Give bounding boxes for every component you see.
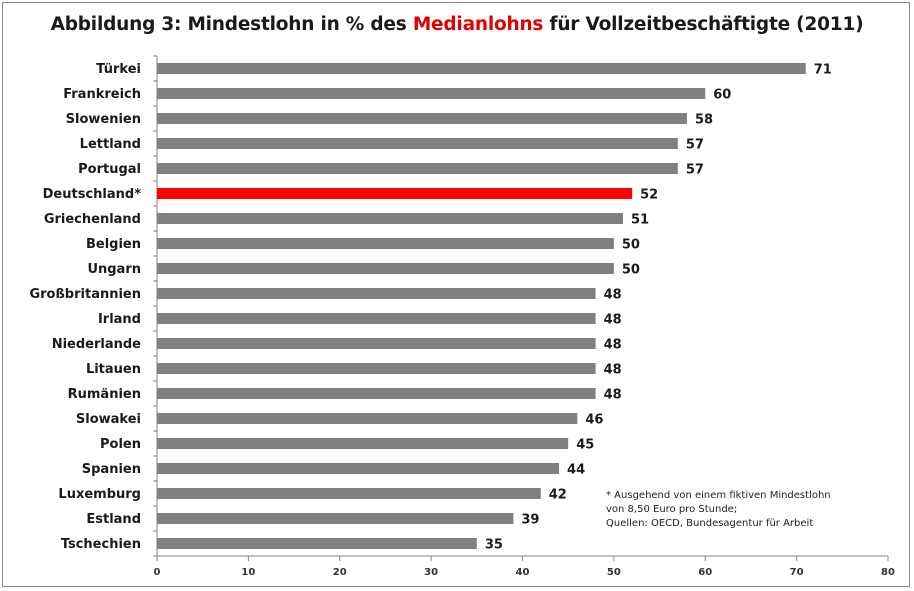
category-label: Türkei: [96, 62, 141, 77]
bar: [157, 538, 477, 549]
category-label: Niederlande: [52, 337, 141, 352]
category-label: Slowenien: [66, 112, 141, 127]
value-label: 48: [604, 388, 622, 403]
bar: [157, 113, 687, 124]
bar: [157, 338, 596, 349]
bar: [157, 313, 596, 324]
category-label: Polen: [100, 437, 141, 452]
bar: [157, 263, 614, 274]
category-label: Spanien: [82, 462, 141, 477]
footnote: * Ausgehend von einem fiktiven Mindestlo…: [606, 489, 846, 531]
x-tick-label: 0: [154, 567, 161, 578]
bar: [157, 463, 560, 474]
value-label: 50: [622, 238, 640, 253]
value-label: 52: [640, 188, 658, 203]
value-label: 39: [521, 513, 539, 528]
footnote-line-1: * Ausgehend von einem fiktiven Mindestlo…: [606, 490, 831, 501]
x-tick-label: 40: [516, 567, 530, 578]
x-tick-label: 20: [333, 567, 347, 578]
x-tick-label: 10: [241, 567, 255, 578]
value-label: 48: [604, 363, 622, 378]
category-label: Litauen: [86, 362, 141, 377]
value-label: 42: [549, 488, 567, 503]
bar: [157, 438, 569, 449]
category-label: Frankreich: [63, 87, 141, 102]
bar-highlight: [157, 188, 633, 199]
chart-title: Abbildung 3: Mindestlohn in % des Median…: [0, 14, 914, 35]
value-label: 71: [814, 63, 832, 78]
bar: [157, 413, 578, 424]
x-tick-label: 80: [881, 567, 895, 578]
title-highlight: Medianlohns: [412, 14, 544, 35]
value-label: 50: [622, 263, 640, 278]
category-label: Tschechien: [61, 537, 141, 552]
bar: [157, 363, 596, 374]
footnote-line-3: Quellen: OECD, Bundesagentur für Arbeit: [606, 518, 814, 529]
x-tick-label: 30: [424, 567, 438, 578]
value-label: 48: [604, 288, 622, 303]
value-label: 57: [686, 138, 704, 153]
bar: [157, 63, 806, 74]
value-label: 48: [604, 338, 622, 353]
title-suffix: für Vollzeitbeschäftigte (2011): [543, 14, 864, 35]
category-label: Ungarn: [87, 262, 141, 277]
value-label: 44: [567, 463, 585, 478]
bar: [157, 163, 678, 174]
bar: [157, 488, 541, 499]
category-label: Irland: [98, 312, 141, 327]
value-label: 35: [485, 538, 503, 553]
category-label: Deutschland*: [43, 187, 142, 202]
value-label: 51: [631, 213, 649, 228]
bar: [157, 213, 624, 224]
category-label: Luxemburg: [58, 487, 141, 502]
bar: [157, 513, 514, 524]
value-label: 48: [604, 313, 622, 328]
value-label: 58: [695, 113, 713, 128]
category-label: Belgien: [86, 237, 141, 252]
bar: [157, 388, 596, 399]
category-label: Lettland: [80, 137, 141, 152]
value-label: 57: [686, 163, 704, 178]
title-prefix: Abbildung 3: Mindestlohn in % des: [50, 14, 413, 35]
footnote-line-2: von 8,50 Euro pro Stunde;: [606, 504, 738, 515]
bar: [157, 88, 706, 99]
x-tick-label: 70: [790, 567, 804, 578]
category-label: Großbritannien: [29, 287, 141, 302]
value-label: 45: [576, 438, 594, 453]
category-label: Portugal: [78, 162, 141, 177]
category-label: Slowakei: [76, 412, 141, 427]
category-label: Estland: [86, 512, 141, 527]
bar: [157, 288, 596, 299]
value-label: 60: [713, 88, 731, 103]
category-label: Griechenland: [44, 212, 141, 227]
x-tick-label: 60: [698, 567, 712, 578]
bar: [157, 138, 678, 149]
bar: [157, 238, 614, 249]
category-label: Rumänien: [68, 387, 141, 402]
x-tick-label: 50: [607, 567, 621, 578]
value-label: 46: [585, 413, 603, 428]
